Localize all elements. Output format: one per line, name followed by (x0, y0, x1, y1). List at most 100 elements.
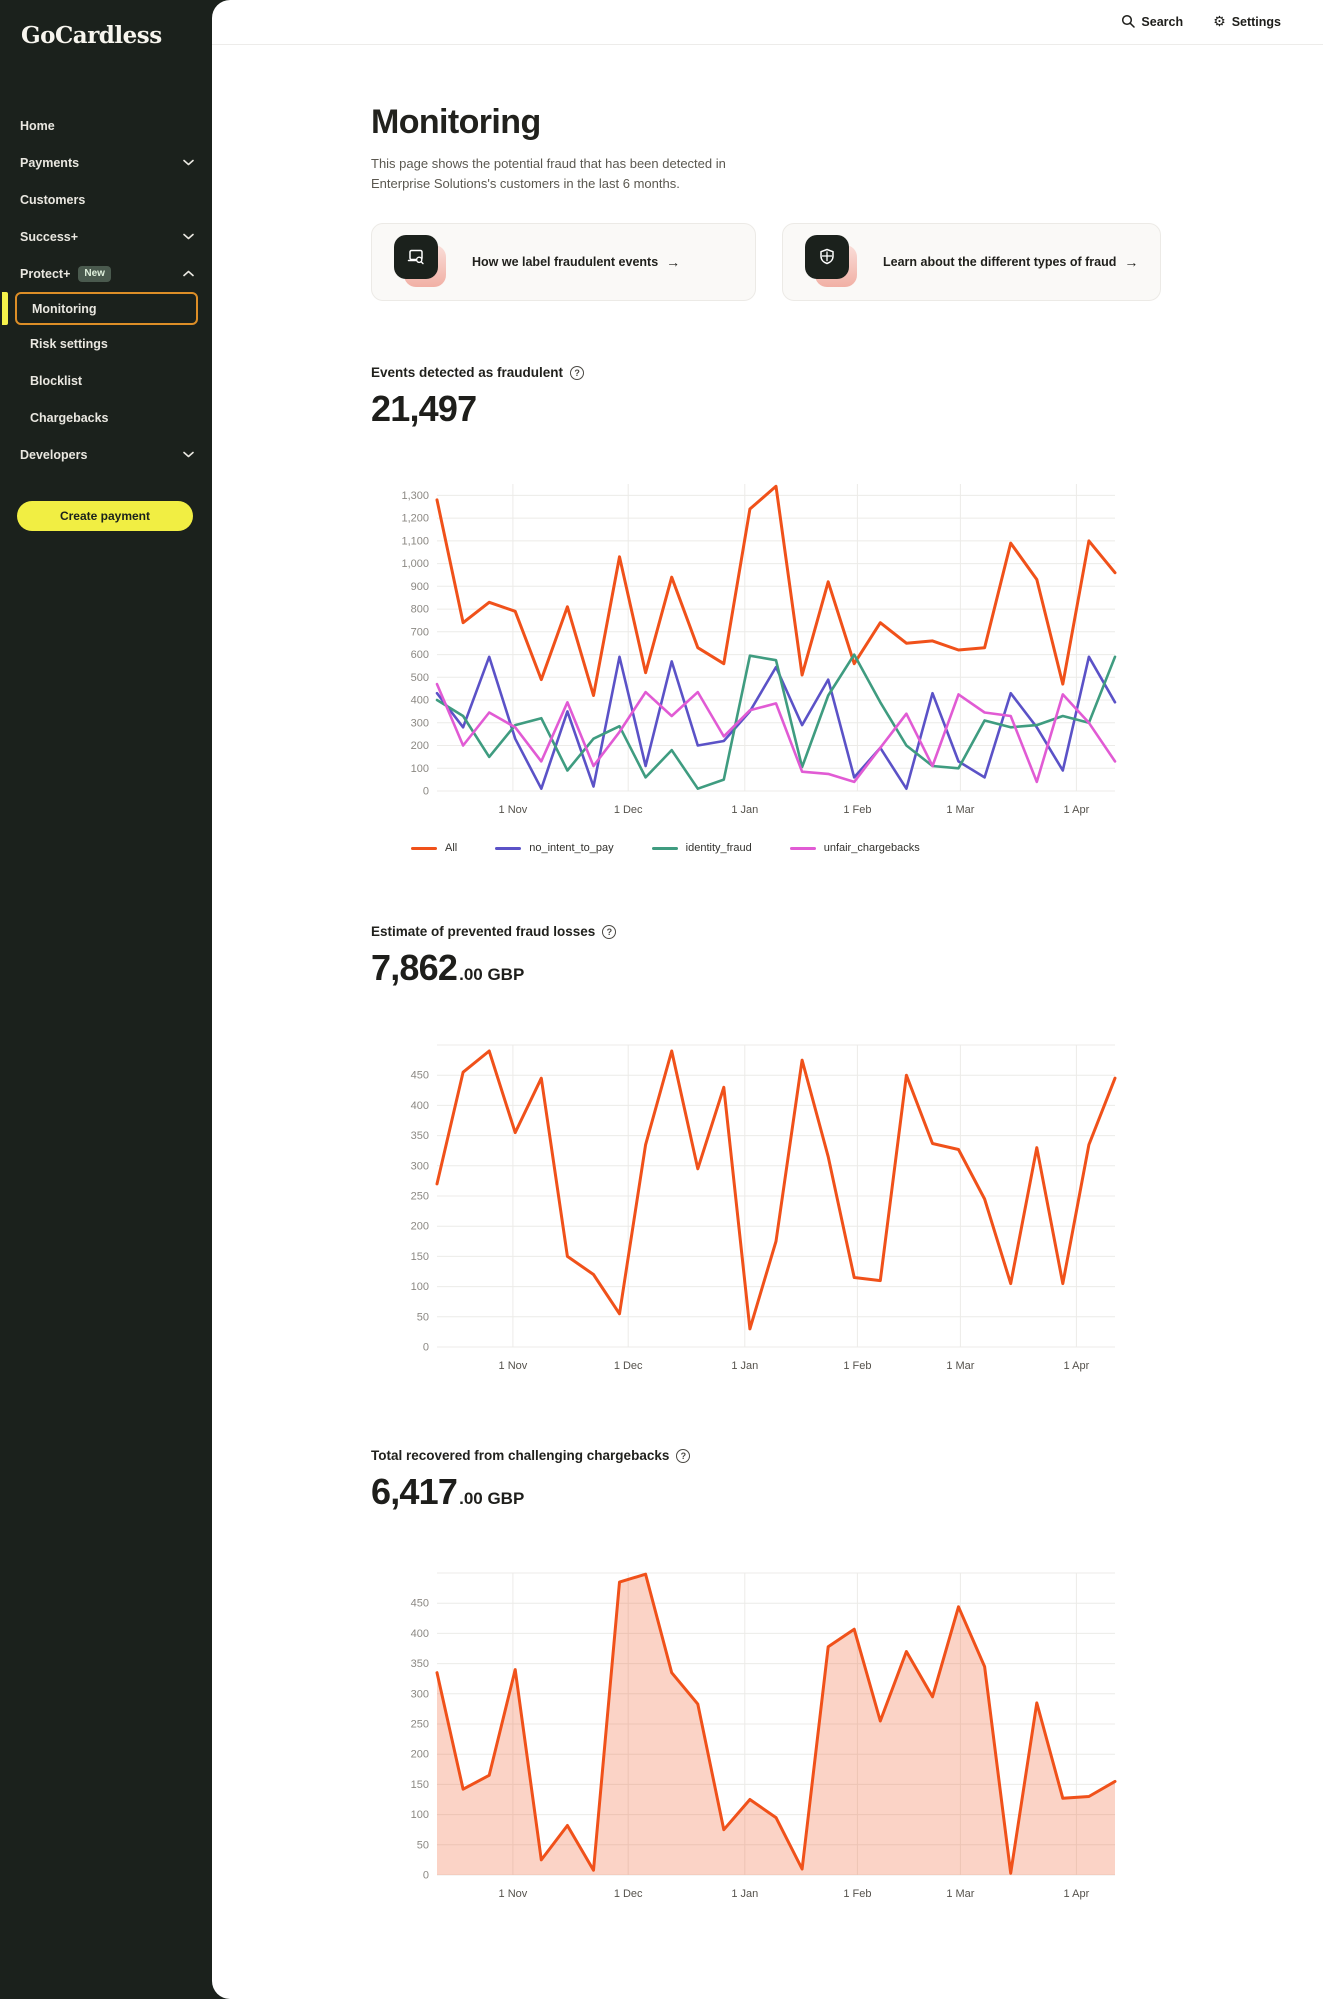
svg-text:1 Nov: 1 Nov (499, 1360, 528, 1372)
help-icon[interactable]: ? (570, 365, 585, 380)
settings-button[interactable]: ⚙ Settings (1213, 14, 1281, 30)
svg-text:200: 200 (411, 1221, 429, 1233)
svg-text:100: 100 (411, 1809, 429, 1821)
sidebar-item-risk-settings[interactable]: Risk settings (30, 336, 108, 351)
svg-text:1 Dec: 1 Dec (614, 1360, 643, 1372)
svg-text:100: 100 (411, 1281, 429, 1293)
recovered-chargebacks-area-chart: 1 Nov 1 Dec 1 Jan 1 Feb 1 Mar 1 Apr 0 50 100 150 2… (411, 1572, 1117, 1900)
svg-text:100: 100 (411, 763, 429, 775)
section-title: Total recovered from challenging chargeb… (371, 1448, 1323, 1463)
section-events-detected: Events detected as fraudulent ? 21,497 1… (371, 365, 1323, 854)
chevron-down-icon (183, 159, 194, 166)
svg-text:1 Feb: 1 Feb (843, 804, 871, 816)
chevron-down-icon (183, 233, 194, 240)
svg-text:150: 150 (411, 1251, 429, 1263)
svg-text:900: 900 (411, 581, 429, 593)
svg-text:200: 200 (411, 1749, 429, 1761)
svg-text:1 Dec: 1 Dec (614, 804, 643, 816)
svg-text:1,200: 1,200 (401, 513, 429, 525)
svg-text:1 Apr: 1 Apr (1064, 1360, 1090, 1372)
gocardless-logo: GoCardless (21, 22, 162, 49)
svg-text:1 Mar: 1 Mar (946, 1888, 974, 1900)
svg-text:1 Feb: 1 Feb (843, 1888, 871, 1900)
svg-text:150: 150 (411, 1779, 429, 1791)
svg-text:1 Feb: 1 Feb (843, 1360, 871, 1372)
svg-text:1 Nov: 1 Nov (499, 1888, 528, 1900)
sidebar-item-protect[interactable]: Protect+ New (0, 255, 212, 292)
prevented-losses-value: 7,862 .00 GBP (371, 947, 525, 988)
svg-text:1,300: 1,300 (401, 490, 429, 502)
arrow-right-icon: → (1124, 254, 1139, 270)
svg-text:700: 700 (411, 626, 429, 638)
svg-text:200: 200 (411, 740, 429, 752)
laptop-search-icon (394, 235, 438, 279)
svg-text:1 Dec: 1 Dec (614, 1888, 643, 1900)
sidebar-item-home[interactable]: Home (20, 118, 55, 133)
sidebar-item-developers[interactable]: Developers (0, 436, 212, 473)
sidebar-item-monitoring[interactable]: Monitoring (2, 292, 198, 325)
svg-text:300: 300 (411, 1688, 429, 1700)
arrow-right-icon: → (666, 254, 681, 270)
svg-text:1 Jan: 1 Jan (731, 1888, 758, 1900)
svg-text:500: 500 (411, 672, 429, 684)
sidebar-item-blocklist[interactable]: Blocklist (30, 373, 83, 388)
svg-text:300: 300 (411, 717, 429, 729)
page-title: Monitoring (371, 103, 541, 141)
main-panel: Search ⚙ Settings Monitoring This page s… (212, 0, 1323, 1999)
svg-text:1,000: 1,000 (401, 558, 429, 570)
info-cards: How we label fraudulent events → Learn a… (371, 223, 1323, 301)
page-description: This page shows the potential fraud that… (371, 156, 726, 191)
section-recovered-chargebacks: Total recovered from challenging chargeb… (371, 1448, 1323, 1910)
card-label: Learn about the different types of fraud (883, 255, 1117, 269)
svg-text:1,100: 1,100 (401, 535, 429, 547)
page-content: Monitoring This page shows the potential… (212, 45, 1323, 1910)
svg-text:400: 400 (411, 1100, 429, 1112)
legend-item-unfair-chargebacks: unfair_chargebacks (789, 842, 920, 854)
recovered-chargebacks-value: 6,417 .00 GBP (371, 1471, 525, 1512)
create-payment-button[interactable]: Create payment (17, 501, 193, 531)
fraud-events-line-chart: 1 Nov 1 Dec 1 Jan 1 Feb 1 Mar 1 Apr 0 100 200 300… (401, 484, 1117, 816)
card-label: How we label fraudulent events (472, 255, 659, 269)
card-types-of-fraud[interactable]: Learn about the different types of fraud… (782, 223, 1161, 301)
section-prevented-losses: Estimate of prevented fraud losses ? 7,8… (371, 924, 1323, 1382)
section-title: Events detected as fraudulent ? (371, 365, 1323, 380)
chevron-up-icon (183, 270, 194, 277)
sidebar-item-customers[interactable]: Customers (20, 192, 86, 207)
gear-icon: ⚙ (1213, 14, 1226, 30)
sidebar-item-success[interactable]: Success+ (0, 218, 212, 255)
svg-text:0: 0 (423, 786, 429, 798)
card-how-we-label-fraud[interactable]: How we label fraudulent events → (371, 223, 756, 301)
recovered-chargebacks-chart: 1 Nov 1 Dec 1 Jan 1 Feb 1 Mar 1 Apr 0 50 100 150 2… (385, 1565, 1323, 1910)
top-bar: Search ⚙ Settings (212, 0, 1323, 45)
legend-item-no-intent-to-pay: no_intent_to_pay (495, 842, 614, 854)
sidebar-item-chargebacks[interactable]: Chargebacks (30, 410, 109, 425)
svg-text:250: 250 (411, 1719, 429, 1731)
help-icon[interactable]: ? (676, 1448, 691, 1463)
svg-text:350: 350 (411, 1130, 429, 1142)
svg-text:1 Mar: 1 Mar (946, 804, 974, 816)
help-icon[interactable]: ? (602, 924, 617, 939)
svg-text:50: 50 (417, 1839, 429, 1851)
svg-text:1 Jan: 1 Jan (731, 1360, 758, 1372)
svg-text:1 Nov: 1 Nov (499, 804, 528, 816)
sidebar-item-payments[interactable]: Payments (0, 144, 212, 181)
svg-text:400: 400 (411, 695, 429, 707)
search-icon (1121, 14, 1136, 31)
sidebar: GoCardless Home Payments Customers Succe… (0, 0, 212, 1999)
chart-legend: All no_intent_to_pay identity_fraud unfa… (411, 842, 1323, 854)
svg-text:600: 600 (411, 649, 429, 661)
svg-text:450: 450 (411, 1598, 429, 1610)
legend-item-all: All (411, 842, 457, 854)
svg-text:1 Mar: 1 Mar (946, 1360, 974, 1372)
svg-text:0: 0 (423, 1342, 429, 1354)
search-button[interactable]: Search (1121, 14, 1183, 31)
svg-text:800: 800 (411, 604, 429, 616)
sidebar-nav: Home Payments Customers Success+ Protect… (0, 107, 212, 473)
events-detected-value: 21,497 (371, 388, 477, 429)
fraud-events-chart: 1 Nov 1 Dec 1 Jan 1 Feb 1 Mar 1 Apr 0 100 200 300… (385, 476, 1323, 854)
svg-text:400: 400 (411, 1628, 429, 1640)
shield-icon (805, 235, 849, 279)
legend-item-identity-fraud: identity_fraud (651, 842, 752, 854)
svg-text:1 Apr: 1 Apr (1064, 1888, 1090, 1900)
new-badge: New (78, 265, 111, 282)
